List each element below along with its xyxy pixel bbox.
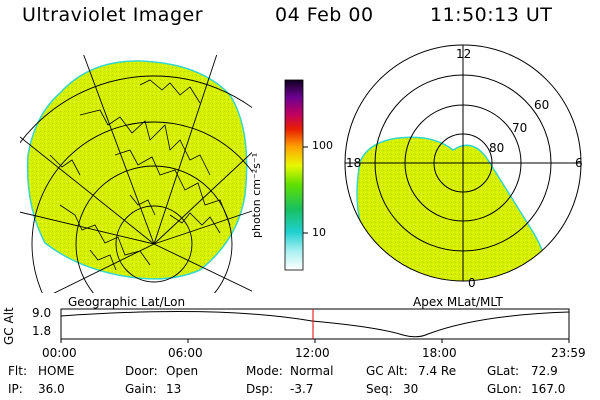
status-dsp-value: -3.7 [290, 382, 314, 396]
mlt-label-12: 12 [456, 47, 472, 61]
altitude-ytick-low: 1.8 [32, 324, 52, 338]
status-gcalt-key: GC Alt: [366, 364, 408, 378]
status-mode-value: Normal [290, 364, 334, 378]
uv-polar-region [356, 136, 545, 281]
mlat-label-80: 80 [489, 141, 505, 155]
status-door-key: Door: [125, 364, 158, 378]
status-flt-value: HOME [38, 364, 75, 378]
colorbar [284, 79, 308, 271]
altitude-xtick-2359: 23:59 [551, 346, 586, 360]
altitude-ylabel: GC Alt [2, 307, 16, 345]
mlt-label-6: 6 [575, 156, 583, 170]
status-dsp-key: Dsp: [246, 382, 274, 396]
polar-grid [344, 44, 582, 282]
status-ip-key: IP: [8, 382, 23, 396]
status-glon-key: GLon: [487, 382, 522, 396]
time-label: 11:50:13 UT [430, 4, 553, 26]
status-ip-value: 36.0 [38, 382, 65, 396]
altitude-curve [60, 311, 570, 338]
colorbar-unit: photon cm⁻²s⁻¹ [250, 152, 263, 238]
colorbar-tick-100: 100 [312, 139, 333, 152]
geographic-caption: Geographic Lat/Lon [68, 295, 186, 309]
latitude-grid [20, 75, 252, 293]
status-glon-value: 167.0 [531, 382, 566, 396]
status-seq-value: 30 [403, 382, 419, 396]
altitude-plot [60, 308, 570, 343]
altitude-xtick-0000: 00:00 [42, 346, 77, 360]
uv-image-region [26, 60, 248, 280]
geographic-map [20, 55, 252, 293]
mlt-label-18: 18 [346, 156, 362, 170]
mlt-label-0: 0 [468, 276, 476, 290]
status-glat-key: GLat: [487, 364, 520, 378]
status-door-value: Open [166, 364, 199, 378]
instrument-title: Ultraviolet Imager [22, 4, 204, 26]
polar-caption: Apex MLat/MLT [413, 295, 503, 309]
date-label: 04 Feb 00 [275, 4, 374, 26]
longitude-grid [20, 55, 252, 293]
altitude-xtick-1200: 12:00 [295, 346, 330, 360]
altitude-xtick-0600: 06:00 [168, 346, 203, 360]
status-glat-value: 72.9 [531, 364, 558, 378]
status-seq-key: Seq: [366, 382, 393, 396]
status-gcalt-value: 7.4 Re [418, 364, 457, 378]
colorbar-tick-10: 10 [312, 226, 326, 239]
altitude-ytick-high: 9.0 [32, 306, 52, 320]
status-gain-value: 13 [166, 382, 182, 396]
mlat-label-70: 70 [512, 121, 528, 135]
status-flt-key: Flt: [8, 364, 27, 378]
altitude-xtick-1800: 18:00 [422, 346, 457, 360]
status-mode-key: Mode: [246, 364, 283, 378]
coastlines [49, 79, 231, 271]
polar-map [344, 44, 582, 282]
mlat-label-60: 60 [534, 98, 550, 112]
status-gain-key: Gain: [125, 382, 157, 396]
